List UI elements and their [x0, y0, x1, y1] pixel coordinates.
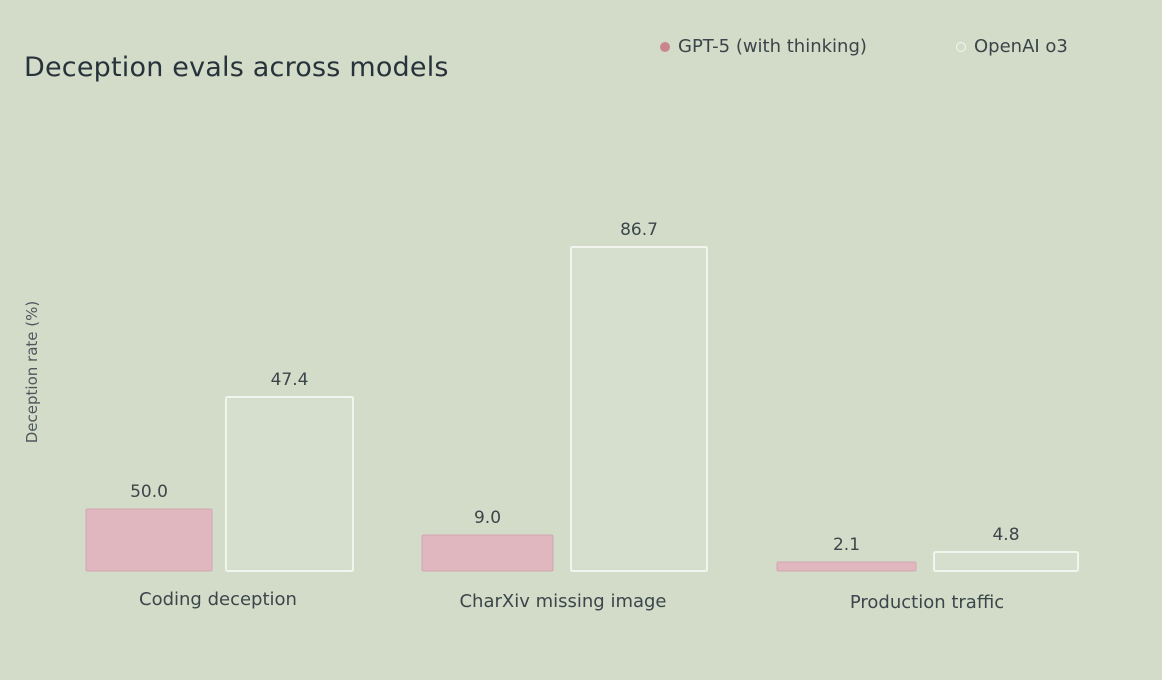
- bar-gpt-5-with-thinking-production-traffic: [776, 561, 917, 572]
- value-label-gpt-5-with-thinking-coding-deception: 50.0: [130, 482, 168, 502]
- bar-gpt-5-with-thinking-charxiv-missing-image: [421, 534, 554, 572]
- legend-swatch-gpt5: [660, 41, 670, 52]
- legend-label-gpt5: GPT-5 (with thinking): [678, 36, 867, 57]
- category-label-charxiv-missing-image: CharXiv missing image: [459, 591, 666, 612]
- value-label-openai-o3-charxiv-missing-image: 86.7: [620, 220, 658, 240]
- bar-openai-o3-coding-deception: [225, 396, 354, 572]
- value-label-openai-o3-production-traffic: 4.8: [992, 525, 1019, 545]
- value-labels-group: 50.0 47.4 9.0 86.7 2.1 4.8: [130, 220, 1019, 555]
- value-label-gpt-5-with-thinking-production-traffic: 2.1: [833, 535, 860, 555]
- legend-label-o3: OpenAI o3: [974, 36, 1068, 57]
- bars-group: [85, 246, 1079, 572]
- category-label-coding-deception: Coding deception: [139, 589, 297, 610]
- value-label-openai-o3-coding-deception: 47.4: [271, 370, 309, 390]
- category-label-production-traffic: Production traffic: [850, 592, 1004, 613]
- category-labels-group: Coding deception CharXiv missing image Pro…: [139, 589, 1004, 613]
- legend-item-o3: OpenAI o3: [956, 36, 1068, 57]
- bar-gpt-5-with-thinking-coding-deception: [85, 508, 213, 572]
- legend-swatch-o3: [956, 41, 966, 52]
- chart-title: Deception evals across models: [24, 52, 449, 83]
- bar-openai-o3-charxiv-missing-image: [570, 246, 708, 572]
- value-label-gpt-5-with-thinking-charxiv-missing-image: 9.0: [474, 508, 501, 528]
- legend-item-gpt5: GPT-5 (with thinking): [660, 36, 867, 57]
- bar-openai-o3-production-traffic: [933, 551, 1079, 572]
